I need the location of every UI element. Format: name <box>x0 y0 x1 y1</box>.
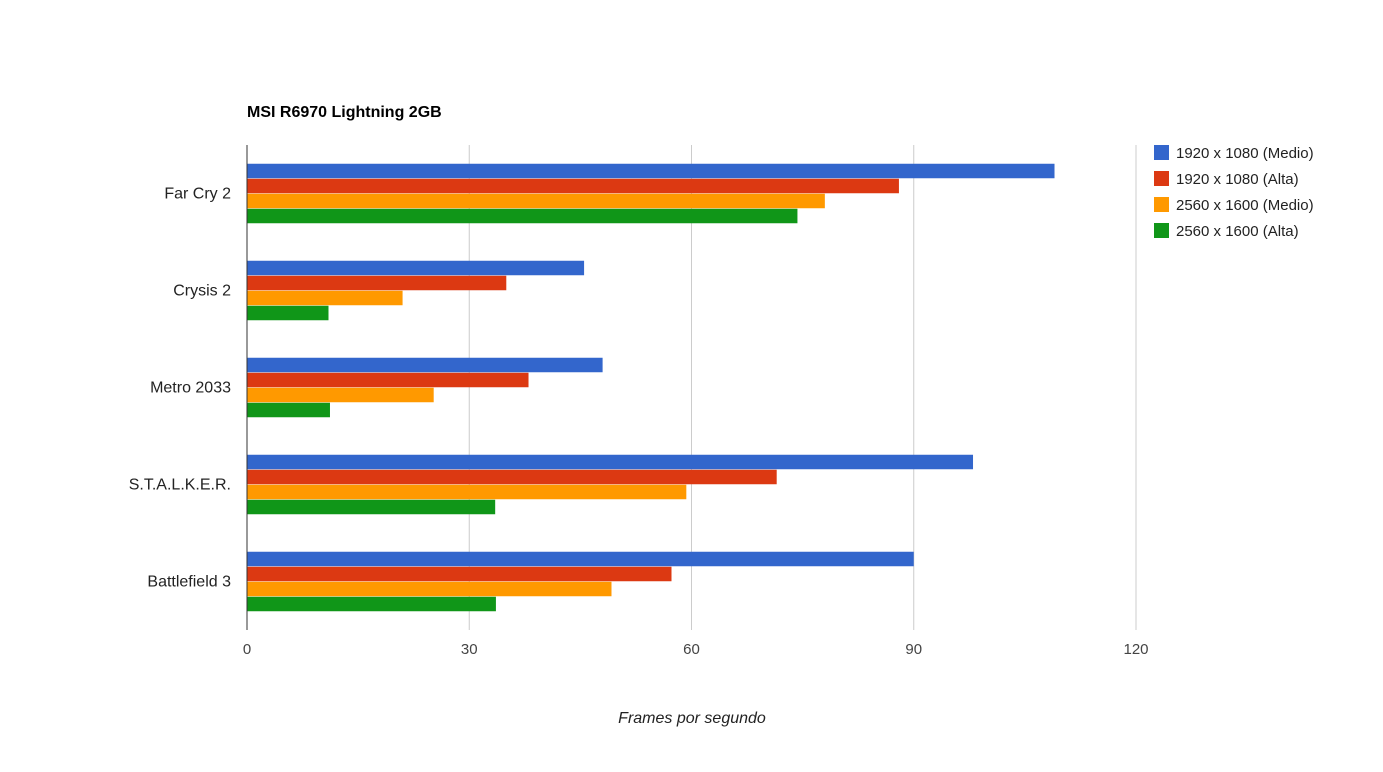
bar[interactable] <box>247 484 687 500</box>
bar[interactable] <box>247 290 403 306</box>
bar[interactable] <box>247 305 329 321</box>
legend-swatch <box>1154 171 1169 186</box>
bar[interactable] <box>247 596 496 612</box>
category-labels: Far Cry 2 Crysis 2 Metro 2033 S.T.A.L.K.E.R… <box>129 186 231 591</box>
bar[interactable] <box>247 551 914 567</box>
legend-swatch <box>1154 197 1169 212</box>
legend-label: 1920 x 1080 (Alta) <box>1176 171 1299 188</box>
chart-title: MSI R6970 Lightning 2GB <box>247 104 442 121</box>
x-tick-label: 120 <box>1123 641 1148 658</box>
legend-swatch <box>1154 223 1169 238</box>
bar[interactable] <box>247 372 529 388</box>
bar[interactable] <box>247 275 507 291</box>
bars <box>247 163 1055 612</box>
category-label: Crysis 2 <box>173 283 231 300</box>
bar[interactable] <box>247 357 603 373</box>
category-label: Far Cry 2 <box>164 186 231 203</box>
bar[interactable] <box>247 178 899 194</box>
category-label: Battlefield 3 <box>147 574 231 591</box>
gridlines <box>468 145 1137 630</box>
bar[interactable] <box>247 208 798 224</box>
legend-label: 1920 x 1080 (Medio) <box>1176 145 1314 162</box>
x-tick-label: 30 <box>461 641 478 658</box>
bar[interactable] <box>247 566 672 582</box>
x-tick-labels: 0 30 60 90 120 <box>243 641 1149 658</box>
category-label: S.T.A.L.K.E.R. <box>129 477 231 494</box>
legend-label: 2560 x 1600 (Alta) <box>1176 223 1299 240</box>
bar[interactable] <box>247 499 496 515</box>
bar[interactable] <box>247 260 585 276</box>
legend: 1920 x 1080 (Medio) 1920 x 1080 (Alta) 256… <box>1154 145 1314 240</box>
legend-label: 2560 x 1600 (Medio) <box>1176 197 1314 214</box>
bar[interactable] <box>247 163 1055 179</box>
bar[interactable] <box>247 454 974 470</box>
x-tick-label: 60 <box>683 641 700 658</box>
bar[interactable] <box>247 193 825 209</box>
bar[interactable] <box>247 581 612 597</box>
legend-swatch <box>1154 145 1169 160</box>
category-label: Metro 2033 <box>150 380 231 397</box>
x-tick-label: 90 <box>905 641 922 658</box>
x-tick-label: 0 <box>243 641 251 658</box>
x-axis-label: Frames por segundo <box>618 710 766 727</box>
bar[interactable] <box>247 387 434 403</box>
bar[interactable] <box>247 469 777 485</box>
bar[interactable] <box>247 402 330 418</box>
